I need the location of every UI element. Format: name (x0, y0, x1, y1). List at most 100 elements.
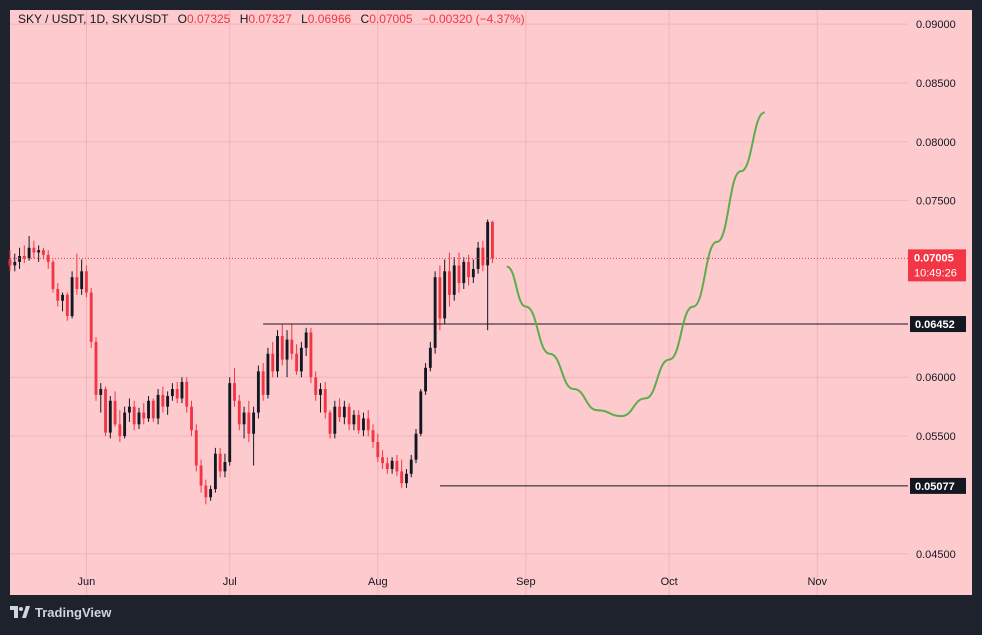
candle-body (376, 441, 380, 458)
candle-body (132, 406, 136, 425)
last-price-value: 0.07005 (914, 252, 954, 264)
candle-body (233, 383, 236, 401)
candle-body (266, 353, 270, 395)
tradingview-logo-icon (10, 606, 30, 618)
candle-body (46, 254, 50, 262)
candle-body (256, 371, 260, 413)
candle-body (261, 371, 265, 395)
candle-body (123, 412, 127, 437)
candle-body (304, 332, 308, 348)
candle-body (185, 381, 189, 407)
open-value: 0.07325 (186, 12, 231, 26)
candle-body (443, 271, 447, 319)
candle-body (199, 465, 203, 486)
candle-body (247, 412, 251, 434)
candle-body (32, 247, 36, 253)
candle-body (242, 412, 246, 425)
candle-body (424, 367, 427, 392)
candle-body (156, 394, 160, 419)
last-price-badge-box (908, 249, 966, 282)
candle-body (108, 400, 112, 433)
candle-body (194, 430, 198, 466)
candle-body (400, 471, 404, 484)
price-axis[interactable]: 0.09000 0.08500 0.08000 0.07500 0.06000 0.055… (916, 19, 956, 561)
close-label: C (360, 12, 370, 26)
candle-body (213, 453, 217, 490)
candle-body (385, 463, 389, 470)
candle-body (486, 221, 490, 266)
candle-body (285, 339, 289, 360)
candle-body (180, 381, 184, 399)
candle-body (452, 265, 456, 295)
candle-body (99, 389, 103, 395)
candle-body (142, 412, 146, 419)
candles (8, 219, 494, 505)
candle-body (137, 412, 141, 425)
candle-body (323, 389, 327, 413)
price-axis-label: 0.06000 (916, 372, 956, 384)
candle-body (276, 336, 279, 372)
time-axis-label: Oct (661, 576, 678, 588)
candle-body (56, 288, 60, 301)
candle-body (481, 247, 485, 266)
candle-body (347, 406, 351, 425)
candle-body (70, 277, 74, 317)
price-axis-label: 0.09000 (916, 19, 956, 31)
candle-body (381, 457, 385, 464)
candle-body (471, 268, 475, 278)
candle-body (319, 389, 322, 395)
high-label: H (239, 12, 249, 26)
low-value: 0.06966 (307, 12, 352, 26)
candle-body (438, 277, 442, 319)
candle-body (467, 261, 470, 278)
level-badge (910, 477, 966, 494)
candle-body (190, 406, 193, 431)
time-axis-label: Jun (78, 576, 96, 588)
candle-body (328, 412, 332, 434)
tradingview-attribution[interactable]: TradingView (10, 602, 111, 622)
candle-body (218, 453, 222, 472)
change-value: −0.00320 (−4.37%) (421, 12, 525, 26)
candle-body (457, 265, 461, 284)
plot-background (10, 10, 908, 595)
brand-name: TradingView (35, 604, 112, 620)
level-label: 0.06452 (915, 319, 955, 331)
candle-body (280, 336, 284, 360)
candle-body (170, 389, 174, 397)
candle-body (299, 347, 303, 372)
candle-body (419, 391, 423, 434)
candle-body (84, 271, 88, 293)
horizontal-levels: 0.06452 0.05077 (10, 257, 966, 494)
projection-path (506, 111, 766, 418)
candle-body (42, 250, 45, 255)
price-axis-label: 0.04500 (916, 549, 956, 561)
candle-body (395, 460, 399, 472)
candle-body (405, 473, 408, 484)
grid-lines (10, 10, 908, 595)
last-price-badge: 0.07005 10:49:26 (908, 249, 966, 282)
candle-body (75, 277, 79, 289)
open-label: O (177, 12, 187, 26)
candle-body (295, 353, 299, 372)
low-label: L (301, 12, 308, 26)
price-axis-label: 0.08000 (916, 137, 956, 149)
candle-body (290, 339, 294, 354)
candle-body (309, 332, 313, 378)
candle-body (18, 256, 21, 262)
symbol-legend[interactable]: SKY / USDT, 1D, SKYUSDT O0.07325 H0.0732… (18, 12, 525, 26)
candle-body (8, 259, 12, 266)
price-axis-label: 0.07500 (916, 196, 956, 208)
candle-body (94, 341, 98, 395)
candle-body (448, 271, 451, 295)
time-axis[interactable]: Jun Jul Aug Sep Oct Nov (78, 576, 828, 588)
candle-body (491, 221, 494, 259)
symbol-title: SKY / USDT, 1D, SKYUSDT (18, 12, 169, 26)
candle-body (414, 433, 418, 460)
candle-body (151, 400, 155, 419)
level-label: 0.05077 (915, 481, 955, 493)
candle-body (166, 396, 170, 407)
candle-body (362, 418, 365, 431)
candle-body (27, 247, 31, 259)
